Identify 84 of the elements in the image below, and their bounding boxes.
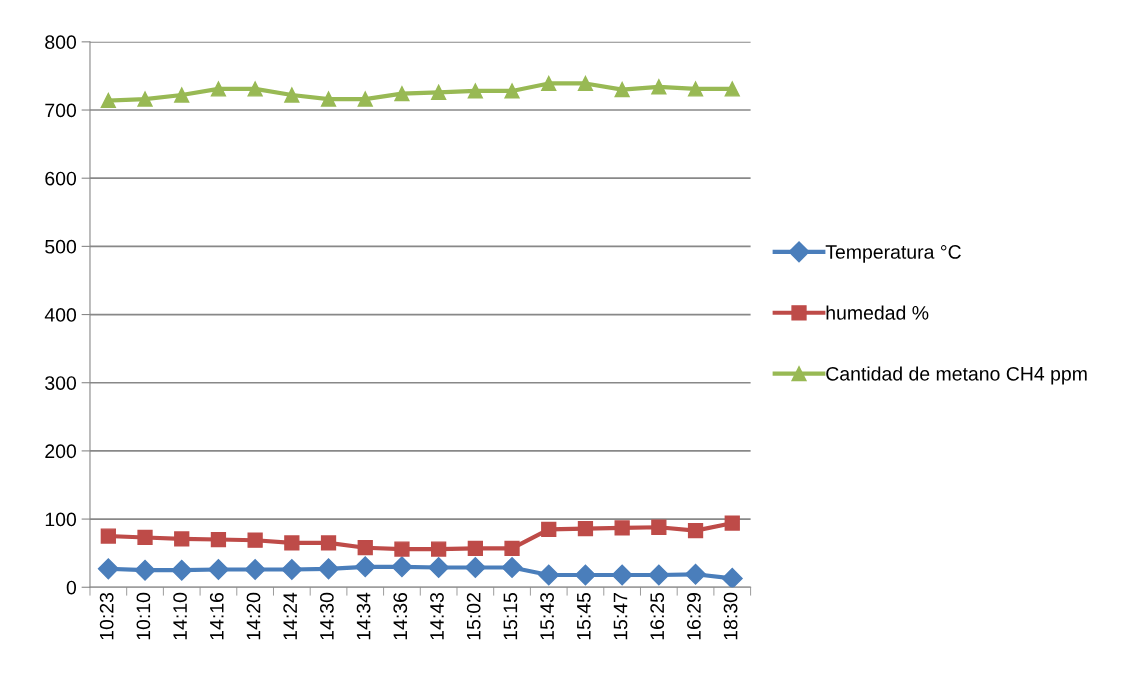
x-tick-label: 14:36: [393, 592, 408, 640]
point: [394, 541, 410, 557]
point: [320, 535, 337, 551]
point: [724, 515, 740, 531]
point: [210, 81, 227, 97]
point: [100, 92, 116, 109]
point: [97, 558, 119, 580]
point: [210, 531, 227, 548]
point: [100, 528, 116, 544]
x-tick-label: 14:30: [319, 592, 334, 640]
x-tick-label: 15:43: [540, 592, 554, 640]
x-tick-label: 18:30: [723, 592, 738, 640]
y-tick-label: 700: [45, 103, 77, 118]
y-tick-label: 0: [66, 580, 77, 595]
y-tick-label: 400: [44, 308, 77, 322]
point: [281, 559, 303, 581]
point: [174, 531, 190, 547]
x-tick-label: 15:02: [466, 593, 481, 640]
point: [724, 81, 740, 97]
point: [137, 91, 153, 107]
point: [354, 556, 376, 578]
x-tick-label: 16:25: [650, 592, 665, 640]
point: [171, 559, 193, 581]
point: [467, 540, 483, 557]
point: [247, 81, 263, 97]
point: [247, 532, 263, 548]
point: [687, 81, 704, 97]
point: [541, 75, 557, 92]
x-tick-label: 15:47: [613, 593, 628, 640]
point: [357, 91, 373, 107]
legend-label: Cantidad de metano CH4 ppm: [826, 366, 1087, 385]
point: [611, 564, 633, 586]
point: [577, 75, 594, 92]
y-tick-label: 600: [45, 171, 77, 186]
x-tick-label: 10:10: [136, 592, 151, 640]
point: [501, 556, 523, 578]
point: [431, 84, 447, 100]
y-tick-label: 500: [45, 239, 77, 254]
point: [538, 564, 560, 586]
point: [207, 559, 229, 581]
y-tick-label: 100: [45, 512, 77, 527]
point: [467, 83, 483, 99]
x-tick-label: 15:45: [577, 592, 591, 640]
point: [137, 529, 153, 546]
x-tick-label: 14:10: [173, 592, 187, 640]
point: [721, 567, 743, 588]
point: [244, 559, 266, 581]
point: [394, 86, 410, 102]
y-tick-label: 200: [45, 444, 77, 459]
point: [134, 559, 156, 581]
point: [651, 79, 667, 95]
point: [174, 87, 190, 103]
point: [318, 558, 340, 580]
point: [504, 540, 520, 557]
x-tick-label: 14:43: [430, 592, 444, 640]
point: [685, 563, 707, 585]
point: [687, 523, 704, 539]
x-tick-label: 14:34: [356, 592, 371, 640]
point: [391, 556, 413, 578]
y-tick-label: 800: [45, 35, 77, 50]
x-tick-label: 10:23: [99, 592, 114, 640]
x-tick-label: 14:16: [209, 592, 224, 640]
point: [431, 541, 447, 557]
point: [614, 520, 630, 536]
point: [574, 564, 596, 586]
point: [284, 87, 300, 103]
point: [464, 556, 486, 578]
legend-label: Temperatura °C: [825, 245, 961, 263]
point: [284, 535, 300, 551]
point: [577, 520, 594, 537]
point: [504, 83, 520, 99]
point: [357, 540, 373, 556]
x-tick-label: 14:20: [246, 592, 261, 640]
x-tick-label: 16:29: [687, 593, 701, 640]
point: [651, 519, 667, 535]
point: [428, 556, 450, 578]
point: [648, 564, 670, 586]
x-tick-label: 14:24: [283, 592, 297, 640]
x-tick-label: 15:15: [503, 592, 518, 640]
point: [320, 91, 337, 107]
legend-label: humedad %: [826, 305, 929, 320]
point: [541, 521, 557, 537]
y-tick-label: 300: [45, 376, 77, 390]
point: [614, 81, 630, 98]
